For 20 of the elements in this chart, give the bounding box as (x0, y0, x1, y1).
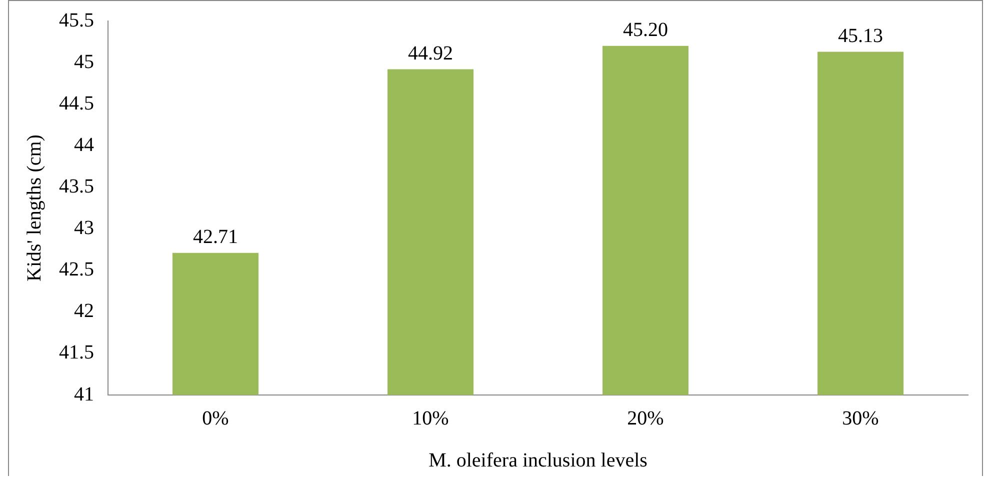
y-axis-title: Kids' lengths (cm) (23, 134, 46, 282)
data-label: 45.20 (623, 19, 668, 42)
y-tick-label: 42.5 (59, 258, 94, 281)
y-tick-label: 44 (74, 134, 94, 156)
y-tick-label: 45.5 (59, 9, 94, 32)
y-tick-label: 43 (74, 217, 94, 240)
y-tick-label: 41 (74, 383, 94, 406)
data-label: 45.13 (838, 25, 883, 47)
y-tick-label: 43.5 (59, 175, 94, 198)
y-tick-label: 42 (74, 300, 94, 322)
y-tick-label: 41.5 (59, 342, 94, 364)
x-tick-label: 20% (627, 407, 664, 430)
x-tick-label: 0% (202, 407, 229, 430)
y-tick-label: 44.5 (59, 92, 94, 114)
x-axis-title: M. oleifera inclusion levels (428, 449, 648, 472)
x-tick-label: 10% (412, 407, 449, 430)
y-tick-label: 45 (74, 50, 94, 73)
x-tick-label: 30% (842, 407, 879, 430)
data-label: 44.92 (408, 42, 453, 64)
data-label: 42.71 (193, 226, 238, 248)
